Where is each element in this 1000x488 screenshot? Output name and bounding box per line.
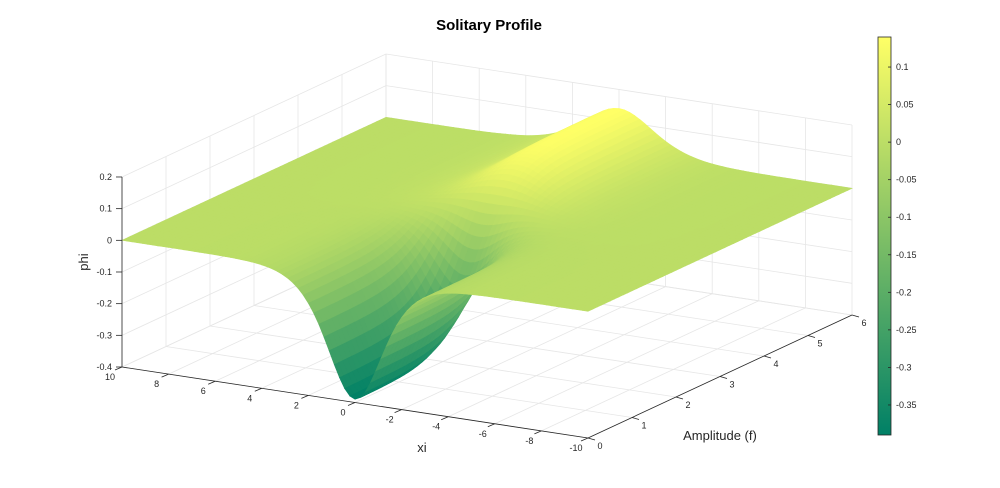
chart-title: Solitary Profile bbox=[436, 17, 542, 34]
surface-plot bbox=[120, 107, 854, 400]
